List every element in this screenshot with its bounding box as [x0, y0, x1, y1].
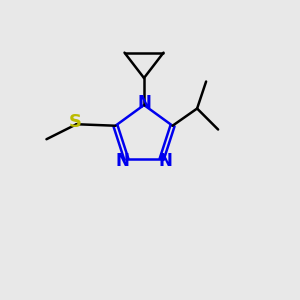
Text: N: N: [158, 152, 172, 170]
Text: N: N: [137, 94, 151, 112]
Text: S: S: [69, 113, 82, 131]
Text: N: N: [116, 152, 130, 170]
